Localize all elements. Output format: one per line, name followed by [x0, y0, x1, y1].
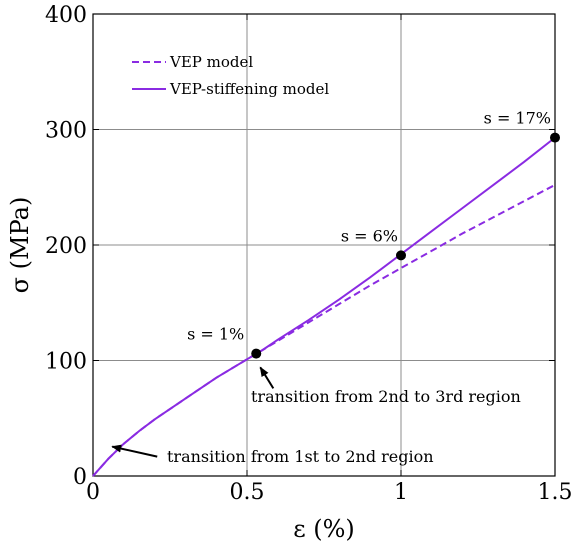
y-tick-label: 0: [73, 465, 87, 490]
x-tick-label: 0.5: [230, 480, 265, 505]
marker-point: [251, 348, 262, 359]
marker-label: s = 6%: [341, 226, 398, 245]
x-axis-label: ε (%): [293, 515, 355, 543]
series-line-vep: [92, 184, 556, 477]
x-tick-label: 1.5: [538, 480, 573, 505]
x-tick-label: 1: [394, 480, 408, 505]
marker-layer: s = 1% s = 6% s = 17%: [187, 109, 560, 359]
annotation-arrow: [259, 366, 275, 389]
y-tick-label: 400: [45, 3, 87, 28]
marker-point: [396, 250, 406, 261]
annotation-text: transition from 1st to 2nd region: [167, 447, 434, 466]
series-layer: [92, 136, 556, 477]
annotation-layer: transition from 1st to 2nd region transit…: [111, 366, 521, 466]
legend: VEP model VEP-stiffening model: [132, 53, 329, 98]
legend-entry: VEP model: [169, 53, 253, 71]
y-tick-label: 100: [45, 350, 87, 375]
marker-label: s = 1%: [187, 325, 244, 344]
legend-entry: VEP-stiffening model: [169, 80, 329, 98]
annotation-text: transition from 2nd to 3rd region: [251, 387, 521, 406]
series-line-vep-stiffening: [92, 136, 556, 477]
marker-label: s = 17%: [484, 109, 551, 128]
y-tick-label: 200: [45, 234, 87, 259]
y-tick-label: 300: [45, 119, 87, 144]
marker-point: [550, 132, 560, 143]
y-axis-label: σ (MPa): [6, 197, 34, 294]
gridlines: [93, 14, 555, 476]
annotation-arrow: [111, 444, 158, 458]
x-tick-label: 0: [86, 480, 100, 505]
axis-ticks: 0 0.5 1 1.5 0 100 200 300 400: [45, 3, 573, 505]
